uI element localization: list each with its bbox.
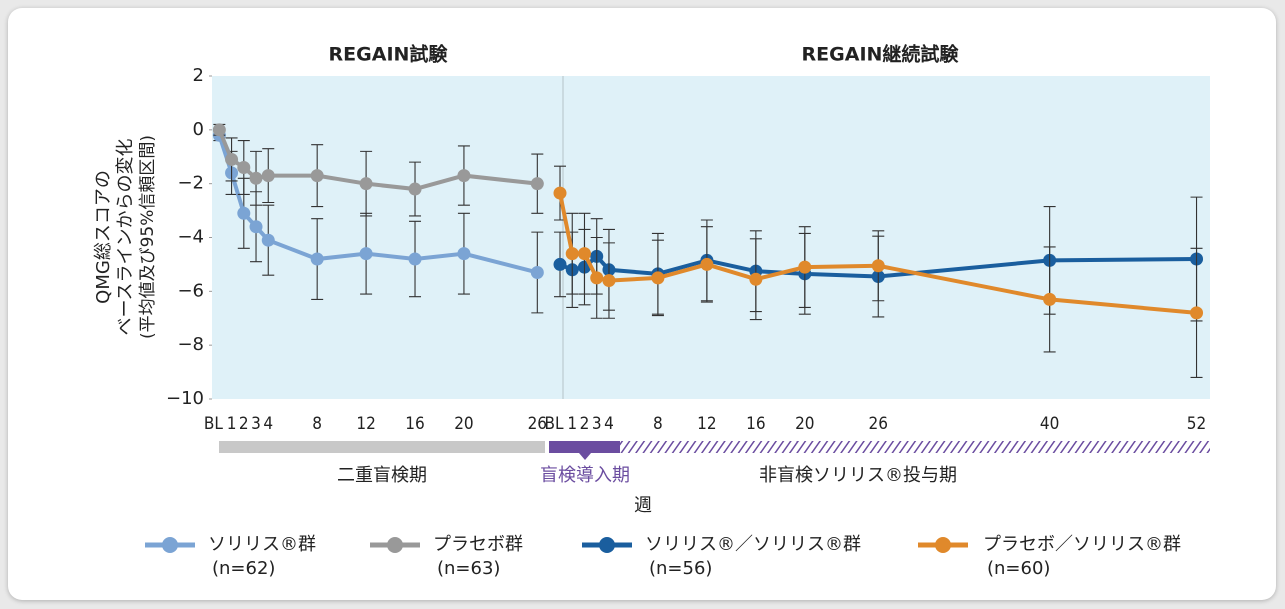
x-tick-label: 16 [746, 414, 765, 434]
period-bar [549, 441, 620, 453]
marker [261, 233, 275, 247]
marker [249, 220, 263, 234]
period-label: 盲検導入期 [540, 465, 630, 486]
marker [408, 252, 422, 266]
marker [408, 182, 422, 196]
x-tick-label: 4 [604, 414, 614, 434]
marker [798, 260, 812, 274]
legend-n: (n=56) [649, 558, 712, 579]
period-label: 非盲検ソリリス®投与期 [759, 465, 957, 486]
marker [1043, 292, 1057, 306]
legend-marker [387, 537, 403, 553]
period-pointer [579, 453, 591, 460]
x-tick-label: 2 [239, 414, 249, 434]
marker [237, 206, 251, 220]
x-tick-label: 52 [1187, 414, 1206, 434]
x-tick-label: 2 [580, 414, 590, 434]
marker [749, 272, 763, 286]
x-tick-label: BL [544, 414, 563, 434]
legend-marker [162, 537, 178, 553]
legend-label: プラセボ／ソリリス®群 [983, 534, 1181, 555]
x-tick-label: 4 [263, 414, 273, 434]
x-axis-label: 週 [634, 495, 652, 516]
legend-label: ソリリス®群 [208, 534, 316, 555]
legend-label: ソリリス®／ソリリス®群 [645, 534, 861, 555]
marker [651, 271, 665, 285]
period-bar [620, 441, 1210, 453]
y-tick-label: 0 [193, 119, 204, 140]
marker [871, 259, 885, 273]
legend-n: (n=62) [212, 558, 275, 579]
marker [553, 186, 567, 200]
marker [310, 252, 324, 266]
y-tick-label: −4 [177, 227, 204, 248]
legend-n: (n=63) [437, 558, 500, 579]
x-tick-label: 40 [1040, 414, 1059, 434]
period-bar [219, 441, 545, 453]
marker [237, 161, 251, 175]
marker [249, 171, 263, 185]
marker [359, 177, 373, 191]
marker [1190, 306, 1204, 320]
y-axis-label: QMG総スコアの ベースラインからの変化 (平均値及び95%信頼区間) [93, 135, 158, 339]
marker [225, 152, 239, 166]
marker [530, 265, 544, 279]
legend-label: プラセボ群 [433, 534, 523, 555]
x-tick-label: 20 [454, 414, 473, 434]
marker [577, 247, 591, 261]
marker [530, 177, 544, 191]
x-tick-label: 12 [697, 414, 716, 434]
y-tick-label: 2 [193, 65, 204, 86]
x-tick-label: 12 [356, 414, 375, 434]
x-tick-label: 16 [405, 414, 424, 434]
x-tick-label: 3 [592, 414, 602, 434]
marker [700, 257, 714, 271]
y-axis-label-line: ベースラインからの変化 [115, 138, 136, 335]
marker [457, 169, 471, 183]
legend-n: (n=60) [987, 558, 1050, 579]
x-tick-label: 26 [869, 414, 888, 434]
marker [553, 257, 567, 271]
y-tick-label: −6 [177, 280, 204, 301]
marker [310, 169, 324, 183]
y-axis-label-line: (平均値及び95%信頼区間) [138, 135, 158, 339]
y-tick-label: −10 [166, 388, 204, 409]
period-label: 二重盲検期 [337, 465, 427, 486]
y-axis-label-line: QMG総スコアの [93, 170, 114, 304]
marker [602, 274, 616, 288]
x-tick-label: 26 [528, 414, 547, 434]
legend-marker [599, 537, 615, 553]
series-line [217, 129, 538, 192]
marker [457, 247, 471, 261]
marker [590, 271, 604, 285]
x-tick-label: BL [204, 414, 223, 434]
panel-title: REGAIN試験 [329, 43, 449, 66]
x-tick-label: 1 [227, 414, 237, 434]
panel-bg [563, 76, 1210, 399]
x-tick-label: 1 [567, 414, 577, 434]
x-tick-label: 8 [312, 414, 322, 434]
series-line [217, 134, 538, 275]
x-tick-label: 8 [653, 414, 663, 434]
marker [359, 247, 373, 261]
y-tick-label: −2 [177, 173, 204, 194]
marker [565, 247, 579, 261]
y-tick-label: −8 [177, 334, 204, 355]
legend-marker [935, 537, 951, 553]
panel-title: REGAIN継続試験 [802, 43, 960, 66]
marker [212, 123, 226, 137]
x-tick-label: 3 [251, 414, 261, 434]
marker [261, 169, 275, 183]
x-tick-label: 20 [795, 414, 814, 434]
